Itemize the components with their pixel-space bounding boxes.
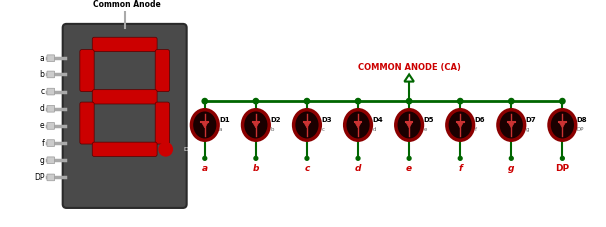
Polygon shape (406, 122, 413, 128)
Circle shape (355, 99, 361, 104)
FancyBboxPatch shape (47, 55, 55, 62)
Circle shape (203, 156, 207, 160)
Text: D6: D6 (474, 117, 485, 123)
Text: a: a (40, 54, 45, 63)
Circle shape (510, 156, 513, 160)
Polygon shape (404, 74, 414, 81)
Text: d: d (122, 145, 128, 154)
Text: d: d (355, 164, 361, 173)
Ellipse shape (191, 110, 218, 140)
Text: b: b (40, 70, 45, 79)
Text: c: c (304, 164, 310, 173)
Text: a: a (202, 164, 208, 173)
FancyBboxPatch shape (92, 142, 157, 156)
Polygon shape (355, 122, 361, 128)
Text: e: e (424, 127, 427, 132)
Circle shape (458, 99, 463, 104)
Text: COMMON ANODE (CA): COMMON ANODE (CA) (358, 63, 461, 72)
Circle shape (305, 156, 309, 160)
Polygon shape (304, 122, 310, 128)
Text: e: e (40, 121, 45, 131)
FancyBboxPatch shape (47, 140, 55, 146)
FancyBboxPatch shape (47, 157, 55, 164)
Text: g: g (508, 164, 514, 173)
Text: f: f (85, 66, 89, 75)
Polygon shape (201, 122, 208, 128)
FancyBboxPatch shape (47, 123, 55, 129)
Text: DP: DP (555, 164, 570, 173)
FancyBboxPatch shape (47, 71, 55, 78)
Circle shape (407, 156, 411, 160)
FancyBboxPatch shape (155, 50, 170, 91)
Circle shape (508, 99, 514, 104)
Text: g: g (40, 156, 45, 165)
FancyBboxPatch shape (155, 102, 170, 144)
FancyBboxPatch shape (92, 37, 157, 52)
Text: g: g (525, 127, 529, 132)
Ellipse shape (498, 110, 525, 140)
Text: f: f (474, 127, 476, 132)
FancyBboxPatch shape (47, 105, 55, 112)
Text: DP: DP (34, 173, 45, 182)
Circle shape (407, 99, 412, 104)
Ellipse shape (293, 110, 321, 140)
Ellipse shape (549, 110, 576, 140)
Polygon shape (253, 122, 259, 128)
Text: D8: D8 (577, 117, 587, 123)
Text: c: c (160, 118, 165, 128)
Text: DP: DP (577, 127, 584, 132)
Text: D4: D4 (372, 117, 383, 123)
Text: a: a (219, 127, 222, 132)
Text: D3: D3 (321, 117, 332, 123)
Text: d: d (372, 127, 376, 132)
Polygon shape (508, 122, 514, 128)
Text: e: e (84, 118, 90, 128)
Circle shape (356, 156, 360, 160)
Text: c: c (41, 87, 45, 96)
Circle shape (159, 143, 172, 156)
Text: DP: DP (184, 147, 192, 152)
Text: d: d (40, 104, 45, 113)
Text: Common Anode: Common Anode (93, 0, 161, 9)
Circle shape (458, 156, 462, 160)
Polygon shape (457, 122, 464, 128)
Text: b: b (253, 164, 259, 173)
Polygon shape (559, 122, 566, 128)
Text: g: g (122, 92, 128, 101)
Ellipse shape (396, 110, 422, 140)
Ellipse shape (447, 110, 473, 140)
Circle shape (304, 99, 310, 104)
Circle shape (253, 99, 259, 104)
Text: f: f (42, 139, 45, 148)
Ellipse shape (345, 110, 371, 140)
FancyBboxPatch shape (92, 90, 157, 104)
FancyBboxPatch shape (62, 24, 187, 208)
FancyBboxPatch shape (80, 50, 94, 91)
Text: b: b (159, 66, 165, 75)
FancyBboxPatch shape (47, 174, 55, 181)
FancyBboxPatch shape (47, 88, 55, 95)
Text: a: a (122, 40, 127, 49)
Circle shape (202, 99, 207, 104)
Text: e: e (406, 164, 412, 173)
Text: c: c (321, 127, 324, 132)
FancyBboxPatch shape (80, 102, 94, 144)
Circle shape (560, 99, 565, 104)
Text: b: b (270, 127, 274, 132)
Circle shape (254, 156, 258, 160)
Text: D2: D2 (270, 117, 281, 123)
Text: D1: D1 (219, 117, 230, 123)
Ellipse shape (242, 110, 269, 140)
Text: f: f (458, 164, 462, 173)
Circle shape (561, 156, 564, 160)
Text: D7: D7 (525, 117, 536, 123)
Text: D5: D5 (424, 117, 434, 123)
